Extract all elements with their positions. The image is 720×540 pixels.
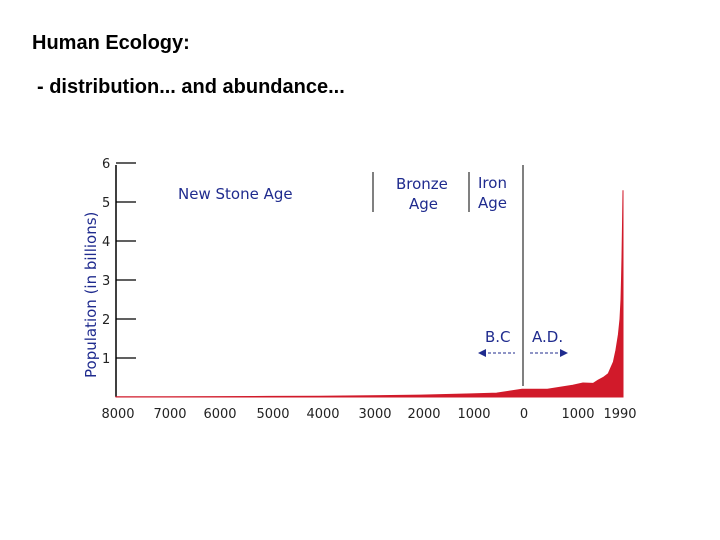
ad-label: A.D. (532, 328, 563, 346)
x-tick-label: 4000 (306, 407, 339, 422)
slide-title: Human Ecology: (32, 32, 190, 54)
y-tick-label: 1 (102, 352, 110, 367)
x-tick-label: 2000 (407, 407, 440, 422)
y-axis-label: Population (in billions) (82, 212, 100, 378)
x-tick-label: 1000 (457, 407, 490, 422)
new-stone-age-label: New Stone Age (178, 185, 293, 203)
y-tick-label: 3 (102, 274, 110, 289)
x-tick-label: 8000 (101, 407, 134, 422)
x-tick-label: 7000 (153, 407, 186, 422)
bronze-age-label-line2: Age (409, 195, 438, 213)
y-ticks: 1 2 3 4 5 6 (102, 157, 136, 367)
x-tick-label: 3000 (358, 407, 391, 422)
iron-age-label-line2: Age (478, 194, 507, 212)
bc-label: B.C (485, 328, 511, 346)
y-tick-label: 5 (102, 196, 110, 211)
y-tick-label: 6 (102, 157, 110, 172)
x-ticks: 8000 7000 6000 5000 4000 3000 2000 1000 0 1000 199… (101, 407, 636, 422)
population-area (115, 190, 624, 398)
slide-subtitle: - distribution... and abundance... (37, 76, 345, 98)
x-tick-label: 1000 (561, 407, 594, 422)
x-tick-label: 0 (520, 407, 528, 422)
iron-age-label-line1: Iron (478, 174, 507, 192)
y-tick-label: 2 (102, 313, 110, 328)
x-tick-label: 5000 (256, 407, 289, 422)
bc-arrow (478, 349, 515, 357)
bronze-age-label-line1: Bronze (396, 175, 448, 193)
x-tick-label: 6000 (203, 407, 236, 422)
x-tick-label: 1990 (603, 407, 636, 422)
y-tick-label: 4 (102, 235, 110, 250)
ad-arrow (530, 349, 568, 357)
